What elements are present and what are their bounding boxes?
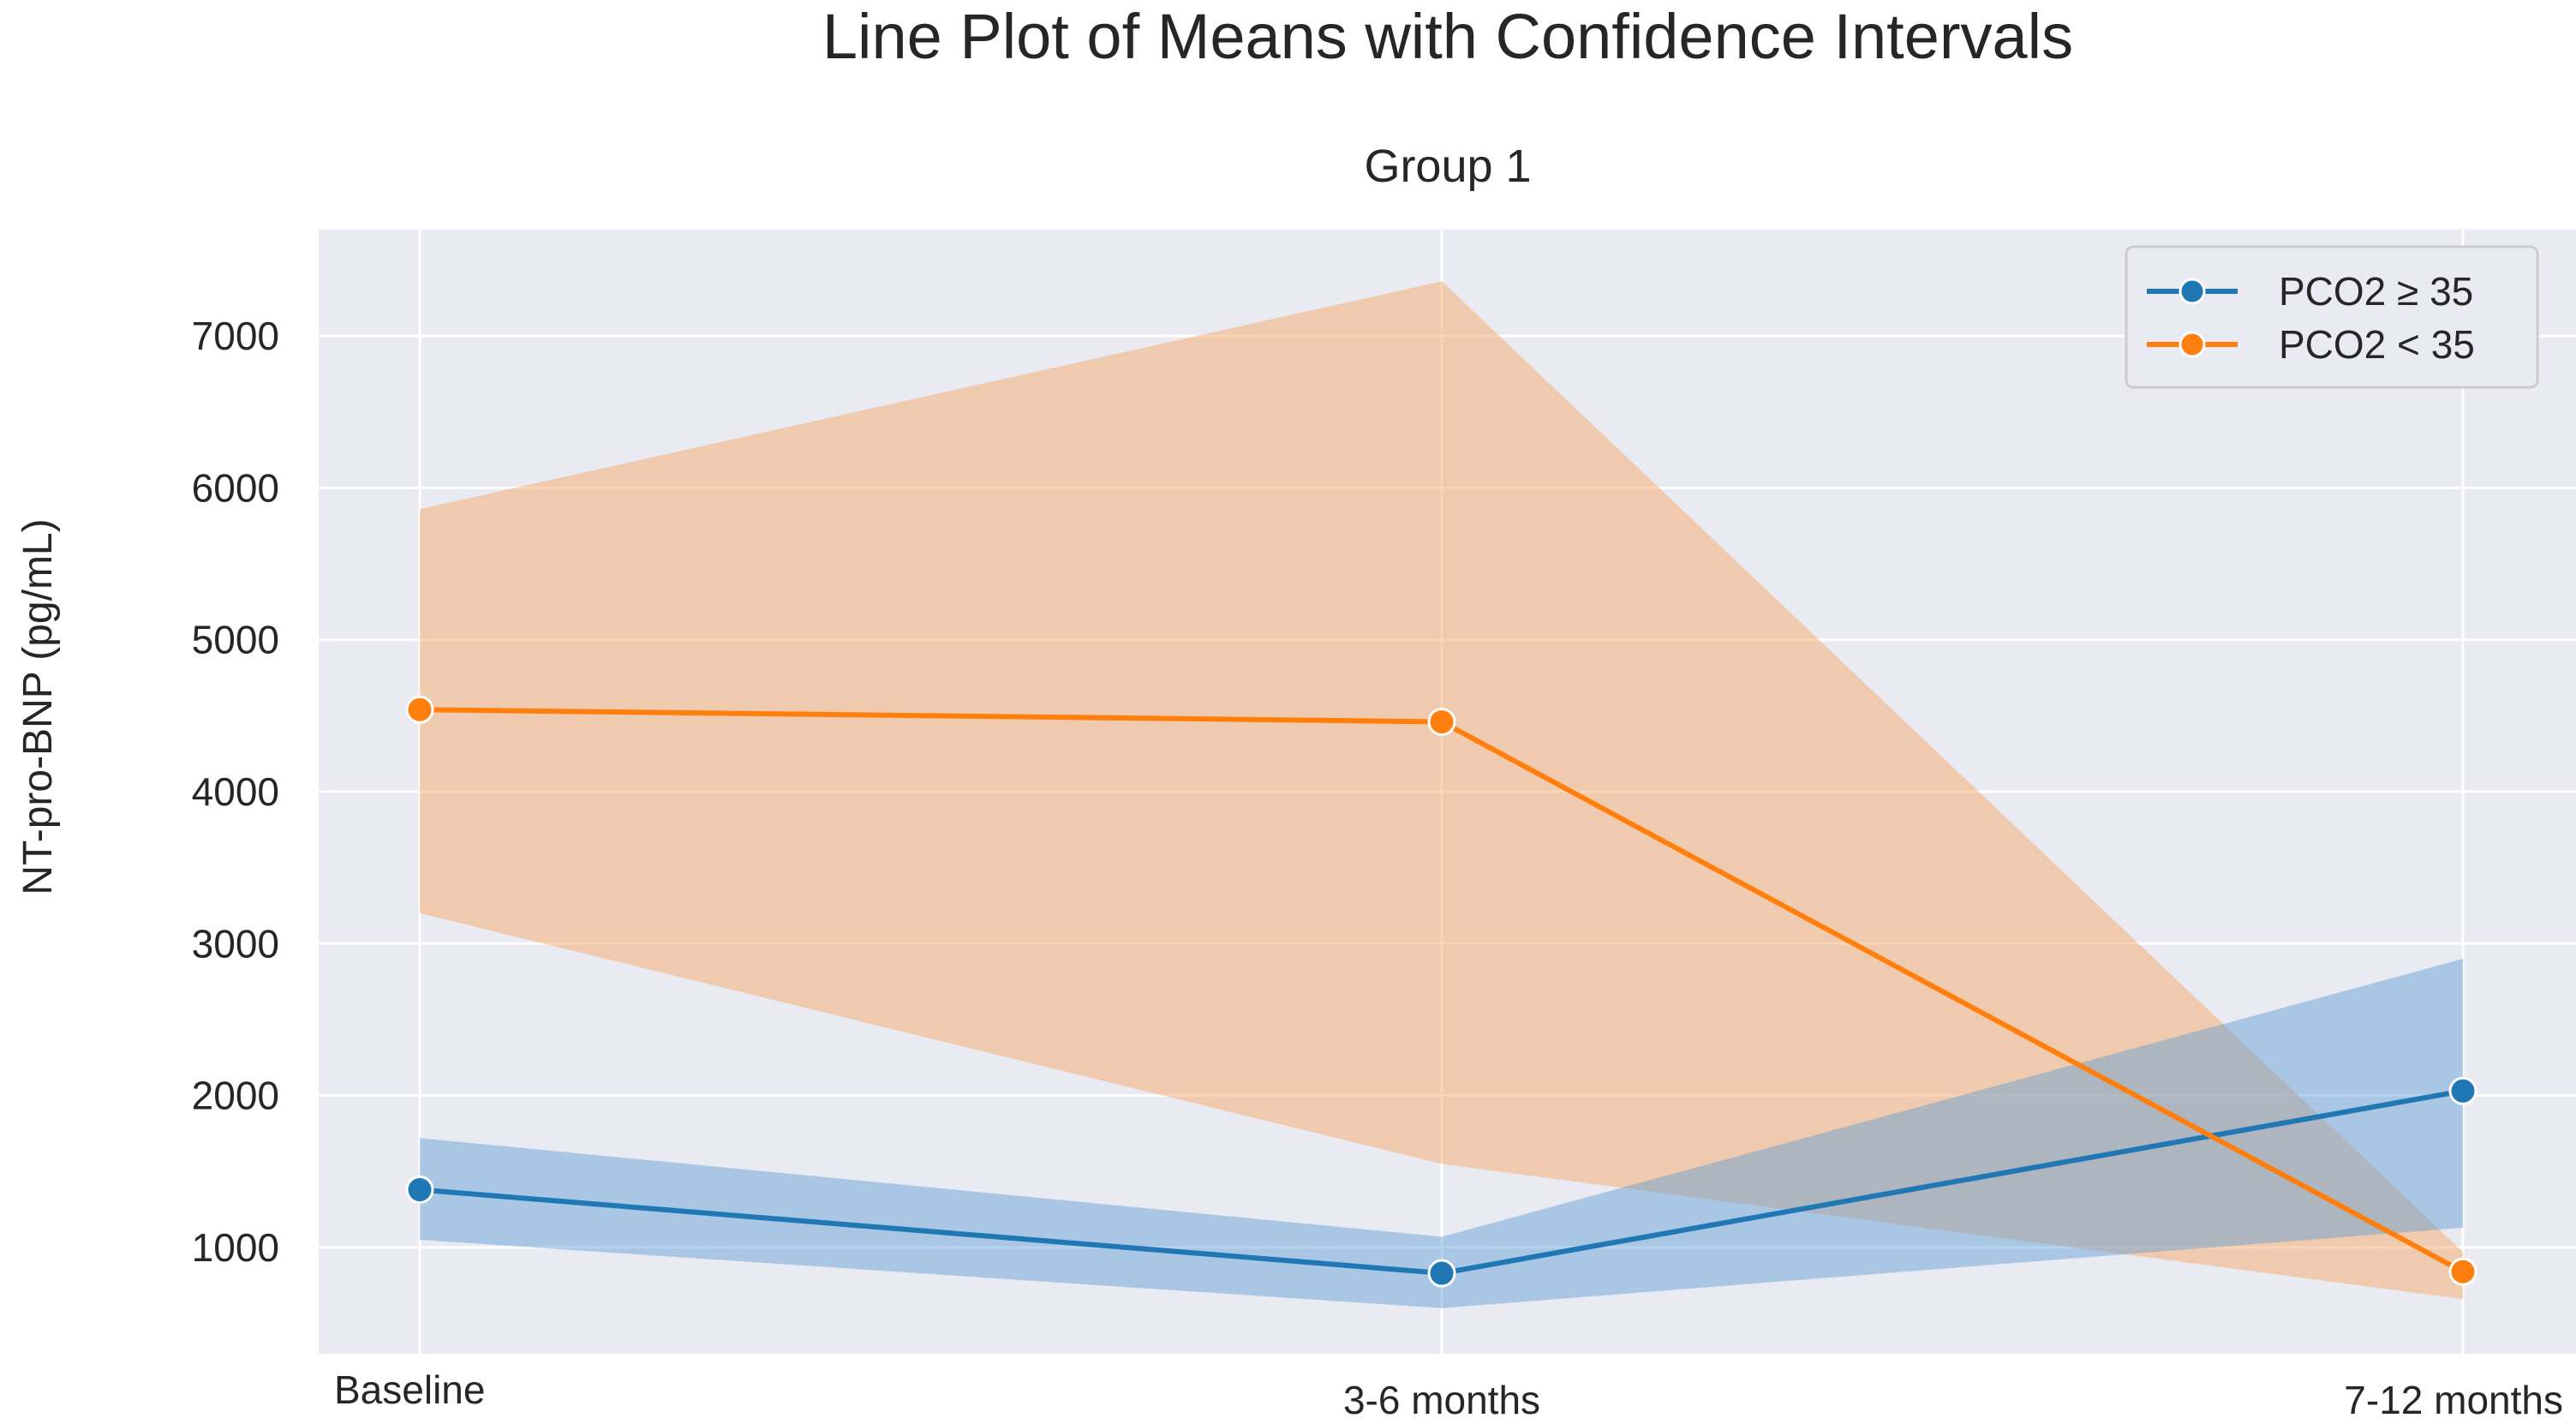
confidence-band xyxy=(420,281,2463,1300)
legend-marker xyxy=(2179,278,2206,305)
data-point xyxy=(405,1176,434,1205)
x-tick-label: 3-6 months xyxy=(1343,1378,1540,1422)
y-axis-label: NT-pro-BNP (pg/mL) xyxy=(15,518,61,894)
legend-marker xyxy=(2179,331,2206,358)
data-point xyxy=(2448,1257,2477,1286)
confidence-bands xyxy=(420,281,2463,1308)
y-tick-label: 3000 xyxy=(192,921,279,966)
legend-label: PCO2 ≥ 35 xyxy=(2279,269,2473,314)
x-tick-label: Baseline xyxy=(334,1367,485,1412)
x-axis-ticks: Baseline 3-6 months 7-12 months xyxy=(334,1367,2563,1422)
y-tick-label: 5000 xyxy=(192,618,279,662)
data-point xyxy=(405,695,434,724)
legend: PCO2 ≥ 35 PCO2 < 35 xyxy=(2125,245,2539,389)
confidence-band xyxy=(420,959,2463,1308)
y-tick-label: 1000 xyxy=(192,1225,279,1270)
data-point xyxy=(1427,707,1456,736)
x-tick-label: 7-12 months xyxy=(2344,1378,2563,1422)
y-tick-label: 7000 xyxy=(192,314,279,358)
y-tick-label: 6000 xyxy=(192,465,279,510)
chart-title: Line Plot of Means with Confidence Inter… xyxy=(822,1,2073,72)
data-point xyxy=(2448,1076,2477,1105)
chart-subtitle: Group 1 xyxy=(1364,141,1531,192)
legend-box xyxy=(2125,245,2539,389)
y-axis-ticks: 1000 2000 3000 4000 5000 6000 7000 xyxy=(192,314,279,1270)
data-point xyxy=(1427,1259,1456,1288)
y-tick-label: 4000 xyxy=(192,769,279,814)
y-tick-label: 2000 xyxy=(192,1074,279,1118)
legend-label: PCO2 < 35 xyxy=(2279,322,2475,367)
data-points xyxy=(405,695,2477,1288)
